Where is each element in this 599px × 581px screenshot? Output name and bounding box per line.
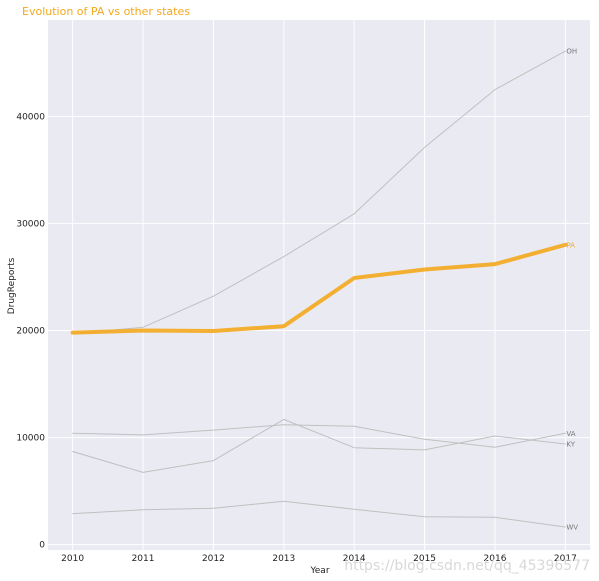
x-tick-label: 2013 (272, 554, 295, 564)
y-tick-label: 10000 (16, 434, 45, 444)
series-label-pa: PA (566, 241, 575, 249)
watermark-text: https://blog.csdn.net/qq_45396577 (344, 558, 590, 574)
series-label-oh: OH (566, 48, 577, 56)
series-line-va (72, 424, 566, 448)
x-tick-label: 2011 (132, 554, 155, 564)
y-axis-label: DrugReports (7, 257, 17, 314)
x-tick-label: 2016 (484, 554, 507, 564)
x-tick-label: 2015 (413, 554, 436, 564)
series-line-wv (72, 500, 566, 528)
series-label-wv: WV (566, 523, 578, 531)
series-label-ky: KY (566, 441, 575, 449)
x-tick-label: 2017 (554, 554, 577, 564)
x-tick-label: 2010 (61, 554, 84, 564)
x-axis-label: Year (309, 566, 329, 576)
series-labels: OH VA KY WV PA (566, 48, 578, 532)
x-tick-label: 2014 (343, 554, 366, 564)
plot-background (48, 20, 590, 550)
y-tick-label: 40000 (16, 112, 45, 122)
x-tick-label: 2012 (202, 554, 225, 564)
series-line-oh (72, 50, 566, 335)
axis-ticks: 2010 2011 2012 2013 2014 2015 2016 2017 0 10000 20… (16, 112, 576, 564)
series-label-va: VA (566, 430, 575, 438)
chart-title: Evolution of PA vs other states (22, 5, 190, 18)
series-lines (70, 50, 568, 528)
y-tick-label: 20000 (16, 327, 45, 337)
series-line-ky (72, 418, 566, 473)
series-line-pa (70, 242, 568, 335)
y-tick-label: 30000 (16, 219, 45, 229)
y-tick-label: 0 (39, 541, 45, 551)
